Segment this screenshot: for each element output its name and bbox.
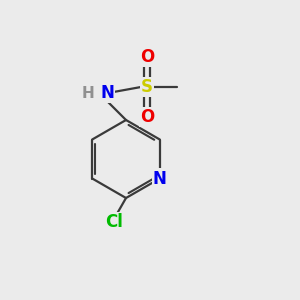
Text: O: O: [140, 48, 154, 66]
Text: O: O: [140, 108, 154, 126]
Text: N: N: [100, 84, 114, 102]
Text: S: S: [141, 78, 153, 96]
Text: N: N: [153, 169, 167, 188]
Text: H: H: [82, 85, 94, 100]
Text: Cl: Cl: [105, 213, 123, 231]
